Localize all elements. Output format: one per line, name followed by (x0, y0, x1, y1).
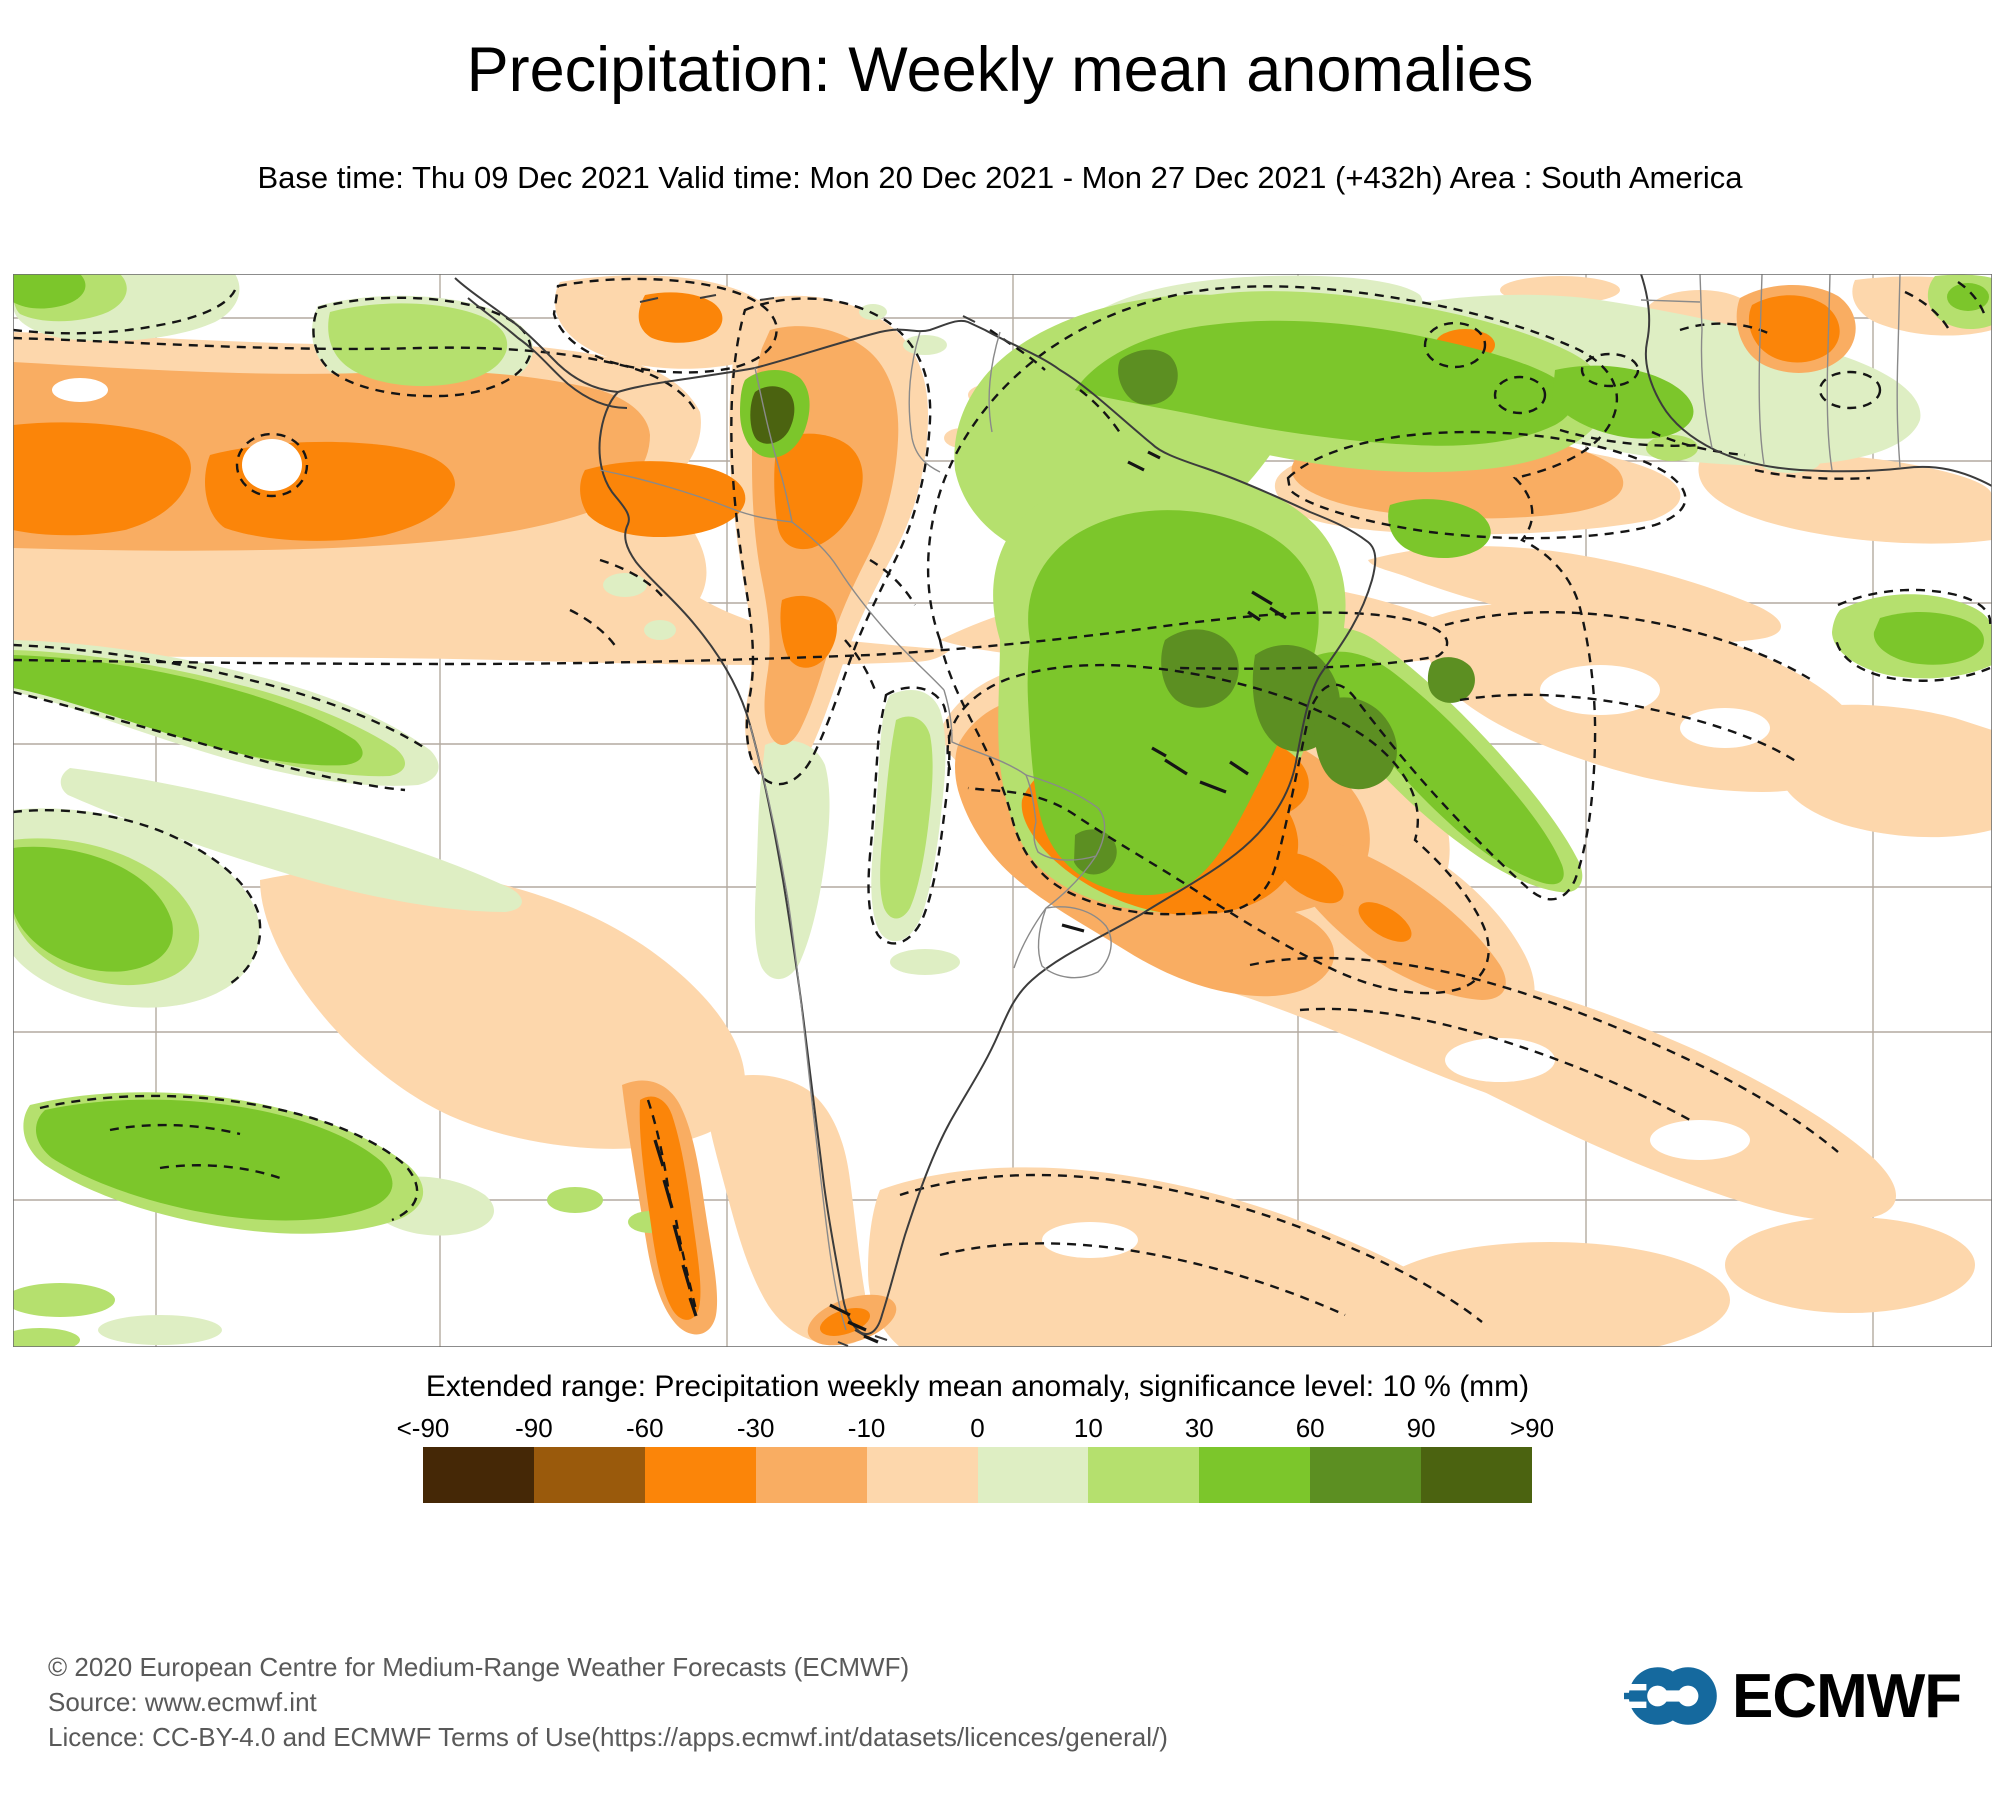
colorbar-tick-label: 0 (970, 1413, 985, 1443)
colorbar-ticks: <-90 -90 -60 -30 -10 0 10 30 60 90 >90 (397, 1413, 1554, 1443)
ecmwf-logo-text: ECMWF (1732, 1661, 1962, 1731)
colorbar-segment (755, 1447, 867, 1503)
colorbar-tick-label: >90 (1509, 1413, 1555, 1443)
anomaly-region-60-90 (1074, 349, 1475, 875)
colorbar-segment (1310, 1447, 1422, 1503)
legend-title: Extended range: Precipitation weekly mea… (425, 1370, 1530, 1403)
colorbar-tick-label: -90 (515, 1413, 553, 1443)
page-subtitle: Base time: Thu 09 Dec 2021 Valid time: M… (257, 160, 1743, 195)
colorbar-tick-label: 10 (1073, 1413, 1103, 1443)
colorbar-segment (533, 1447, 645, 1503)
footer-licence: Licence: CC-BY-4.0 and ECMWF Terms of Us… (48, 1722, 1168, 1752)
colorbar-segment (644, 1447, 756, 1503)
colorbar-tick-label: 90 (1406, 1413, 1436, 1443)
anomaly-region-above-90 (750, 386, 795, 444)
country-borders (599, 274, 1901, 1331)
colorbar-segment (866, 1447, 978, 1503)
colorbar-tick-label: -60 (626, 1413, 664, 1443)
footer: © 2020 European Centre for Medium-Range … (48, 1650, 1168, 1755)
colorbar-tick-label: 60 (1295, 1413, 1325, 1443)
colorbar-segment (1088, 1447, 1200, 1503)
coastlines (454, 274, 1992, 1347)
colorbar (423, 1447, 1533, 1503)
colorbar-tick-label: -10 (847, 1413, 886, 1443)
colorbar-segment (977, 1447, 1089, 1503)
map-white-gaps (52, 378, 1770, 1258)
colorbar-segment (423, 1447, 534, 1503)
page-title: Precipitation: Weekly mean anomalies (466, 35, 1534, 105)
footer-source: Source: www.ecmwf.int (48, 1687, 317, 1717)
footer-copyright: © 2020 European Centre for Medium-Range … (48, 1652, 910, 1682)
ecmwf-logo-icon (1624, 1667, 1717, 1725)
colorbar-tick-label: 30 (1184, 1413, 1214, 1443)
ecmwf-logo: ECMWF (1622, 1660, 1962, 1732)
colorbar-tick-label: <-90 (396, 1413, 450, 1443)
colorbar-segment (1421, 1447, 1533, 1503)
colorbar-segment (1199, 1447, 1311, 1503)
contour-scribbles (653, 450, 1287, 1344)
colorbar-tick-label: -30 (736, 1413, 775, 1443)
significance-contours (13, 277, 1992, 1323)
